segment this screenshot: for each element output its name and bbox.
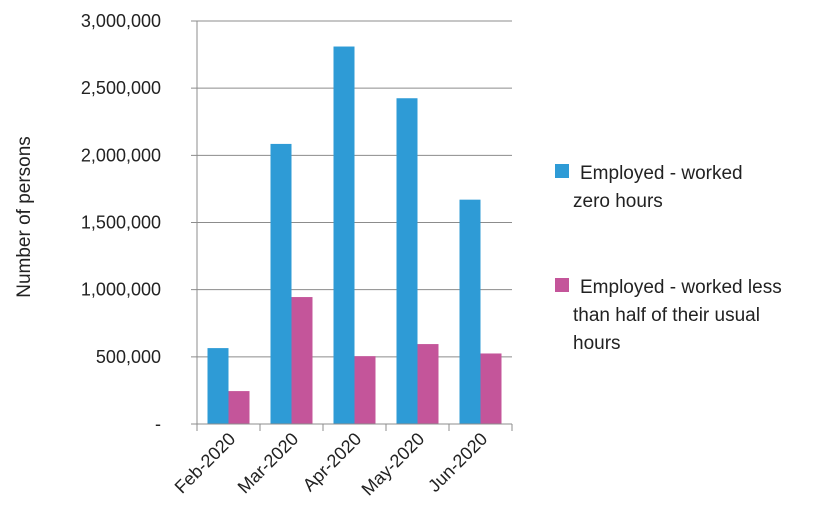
y-axis-title: Number of persons [14, 136, 35, 298]
x-tick-label: Mar-2020 [234, 429, 303, 498]
x-tick-label: Apr-2020 [299, 429, 366, 496]
y-tick-label: 500,000 [96, 347, 161, 367]
bar-May-2020-series-2 [417, 344, 439, 424]
bar-Mar-2020-series-2 [291, 297, 313, 424]
legend-label-series-2: than half of their usual [573, 305, 760, 326]
y-tick-labels: - 500,000 1,000,000 1,500,000 2,000,000 2,500… [81, 11, 161, 434]
y-tick-label: 1,000,000 [81, 280, 161, 300]
bar-Apr-2020-series-1 [333, 46, 355, 424]
axes [191, 21, 513, 431]
legend-label-series-1: zero hours [573, 191, 663, 212]
legend-swatch-series-2 [555, 278, 569, 292]
bar-Jun-2020-series-1 [459, 199, 481, 424]
y-tick-label: - [155, 414, 161, 434]
x-tick-label: May-2020 [358, 429, 429, 500]
bar-Apr-2020-series-2 [354, 356, 376, 424]
y-tick-label: 3,000,000 [81, 11, 161, 31]
y-tick-label: 2,500,000 [81, 78, 161, 98]
bar-Feb-2020-series-1 [207, 348, 229, 424]
y-tick-label: 2,000,000 [81, 145, 161, 165]
bar-May-2020-series-1 [396, 98, 418, 424]
legend-swatch-series-1 [555, 164, 569, 178]
bars [207, 46, 502, 425]
x-tick-label: Jun-2020 [424, 429, 491, 496]
bar-Jun-2020-series-2 [480, 353, 502, 424]
y-tick-label: 1,500,000 [81, 213, 161, 233]
legend-label-series-1: Employed - worked [580, 163, 743, 184]
bar-Mar-2020-series-1 [270, 143, 292, 425]
legend-label-series-2: hours [573, 333, 621, 354]
bar-Feb-2020-series-2 [228, 391, 250, 424]
legend-label-series-2: Employed - worked less [580, 277, 782, 298]
x-tick-label: Feb-2020 [171, 429, 240, 498]
legend: Employed - worked zero hours Employed - wo… [555, 163, 782, 354]
